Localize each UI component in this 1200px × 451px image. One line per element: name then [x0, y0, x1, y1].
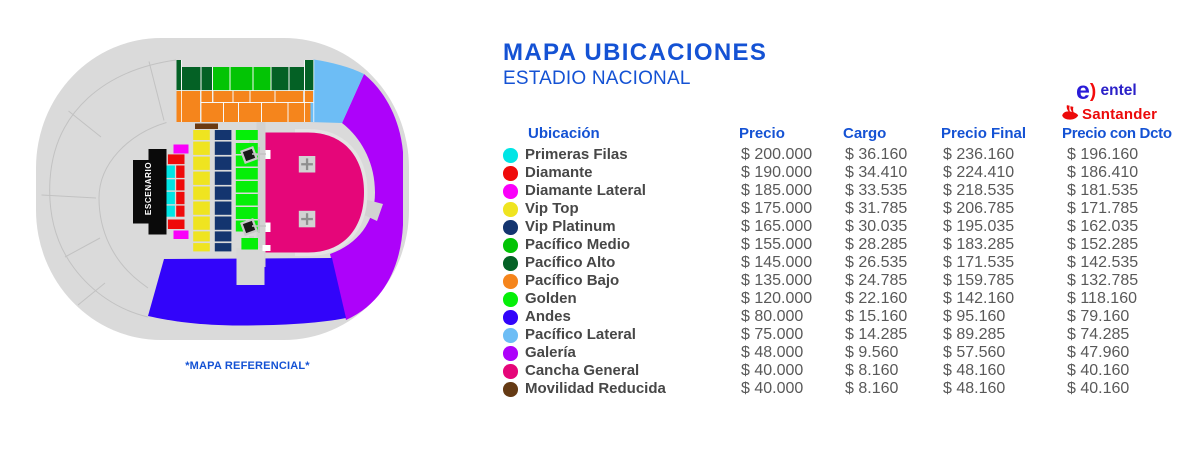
svg-text:ESCENARIO: ESCENARIO — [144, 162, 153, 215]
